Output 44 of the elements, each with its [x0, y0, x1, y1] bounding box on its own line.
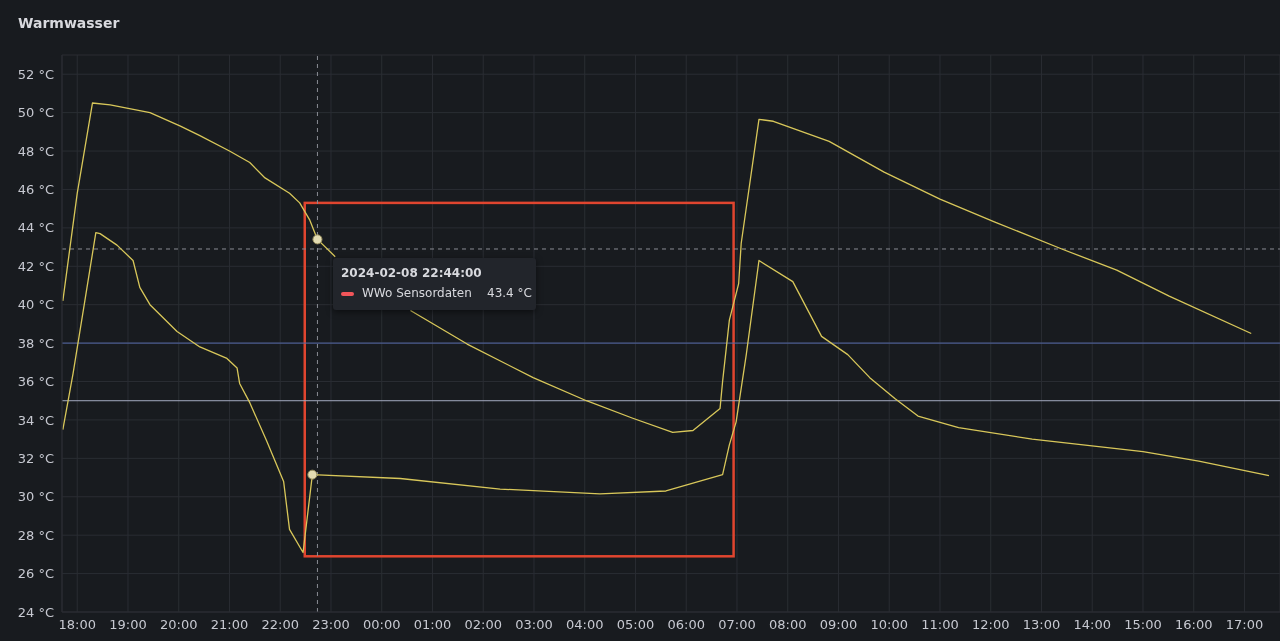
- x-tick-label: 20:00: [159, 617, 198, 633]
- annotation: 43.4 °C: [487, 286, 532, 300]
- annotation: WWo Sensordaten: [362, 286, 472, 300]
- x-tick-label: 00:00: [362, 617, 401, 633]
- x-tick-label: 08:00: [768, 617, 807, 633]
- x-tick-label: 16:00: [1174, 617, 1213, 633]
- annotation: 2024-02-08 22:44:00: [341, 266, 482, 280]
- y-tick-label: 40 °C: [17, 297, 54, 313]
- y-tick-label: 52 °C: [17, 66, 54, 82]
- x-tick-label: 18:00: [58, 617, 96, 633]
- x-tick-label: 10:00: [870, 617, 908, 633]
- x-tick-label: 19:00: [109, 617, 147, 633]
- y-tick-label: 26 °C: [17, 566, 54, 582]
- y-tick-label: 30 °C: [17, 489, 54, 505]
- x-tick-label: 01:00: [413, 617, 452, 633]
- chart-title: Warmwasser: [18, 15, 120, 31]
- y-tick-label: 34 °C: [17, 412, 54, 428]
- y-tick-label: 44 °C: [17, 220, 54, 236]
- y-tick-label: 42 °C: [17, 258, 54, 274]
- y-tick-label: 50 °C: [17, 105, 54, 121]
- y-tick-label: 36 °C: [17, 374, 54, 390]
- x-tick-label: 13:00: [1022, 617, 1061, 633]
- x-tick-label: 05:00: [616, 617, 655, 633]
- x-tick-label: 09:00: [819, 617, 858, 633]
- y-tick-label: 28 °C: [17, 527, 54, 543]
- x-tick-label: 02:00: [464, 617, 502, 633]
- x-tick-label: 17:00: [1225, 617, 1264, 633]
- x-tick-label: 11:00: [921, 617, 959, 633]
- y-tick-label: 48 °C: [17, 143, 54, 159]
- x-tick-label: 07:00: [718, 617, 756, 633]
- x-tick-label: 22:00: [261, 617, 299, 633]
- y-tick-label: 24 °C: [17, 604, 54, 620]
- y-tick-label: 38 °C: [17, 335, 54, 351]
- y-tick-label: 46 °C: [17, 182, 54, 198]
- y-tick-label: 32 °C: [17, 450, 54, 466]
- x-tick-label: 04:00: [565, 617, 604, 633]
- x-tick-label: 14:00: [1073, 617, 1111, 633]
- x-tick-label: 12:00: [971, 617, 1010, 633]
- x-tick-label: 15:00: [1124, 617, 1162, 633]
- x-tick-label: 06:00: [667, 617, 705, 633]
- x-tick-label: 21:00: [210, 617, 249, 633]
- x-tick-label: 03:00: [515, 617, 553, 633]
- x-tick-label: 23:00: [312, 617, 350, 633]
- line-series: [62, 232, 1270, 554]
